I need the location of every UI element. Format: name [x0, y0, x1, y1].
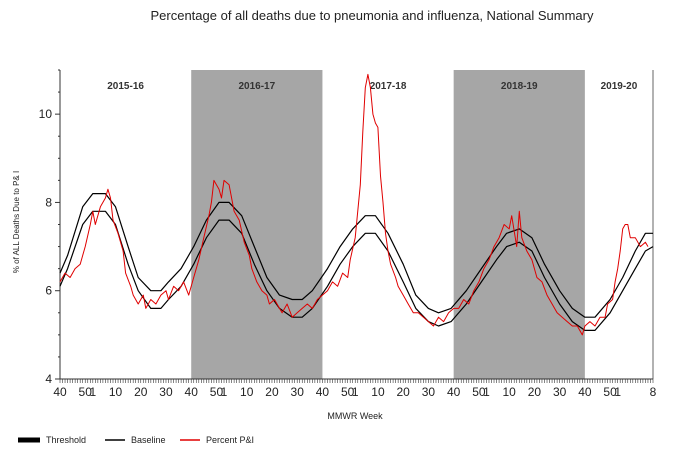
x-tick-label: 40 — [53, 385, 67, 399]
x-tick-label: 8 — [650, 385, 657, 399]
x-tick-label: 30 — [291, 385, 305, 399]
x-axis: 40 501 10 20 30 40 501 10 20 30 40 501 10 20 30 40 501 10… — [53, 378, 657, 399]
x-tick-label: 50 — [79, 385, 93, 399]
x-tick-label: 1 — [483, 385, 490, 399]
season-band-2018-19 — [453, 70, 585, 379]
chart-title: Percentage of all deaths due to pneumoni… — [150, 8, 594, 23]
x-tick-label: 20 — [397, 385, 411, 399]
x-tick-label: 10 — [502, 385, 516, 399]
x-tick-label: 10 — [371, 385, 385, 399]
x-tick-label: 40 — [578, 385, 592, 399]
season-label-2018-19: 2018-19 — [501, 81, 538, 92]
y-tick-label: 10 — [39, 107, 53, 121]
season-bands — [191, 70, 654, 379]
x-tick-label: 30 — [553, 385, 567, 399]
x-tick-label: 30 — [159, 385, 173, 399]
series-line-threshold — [59, 193, 653, 318]
x-tick-label: 1 — [614, 385, 621, 399]
season-label-2015-16: 2015-16 — [107, 81, 144, 92]
x-tick-label: 50 — [210, 385, 224, 399]
x-tick-label: 50 — [341, 385, 355, 399]
x-tick-label: 20 — [134, 385, 148, 399]
legend-label: Threshold — [46, 435, 86, 445]
x-axis-label: MMWR Week — [327, 411, 383, 421]
season-label-2019-20: 2019-20 — [601, 81, 638, 92]
y-tick-label: 6 — [45, 284, 52, 298]
x-tick-label: 1 — [221, 385, 228, 399]
x-tick-label: 20 — [528, 385, 542, 399]
season-labels: 2015-16 2016-17 2017-18 2018-19 2019-20 — [107, 81, 637, 92]
x-tick-label: 20 — [265, 385, 279, 399]
x-tick-label: 30 — [422, 385, 436, 399]
x-tick-label: 50 — [603, 385, 617, 399]
season-label-2016-17: 2016-17 — [238, 81, 275, 92]
x-tick-label: 40 — [447, 385, 461, 399]
season-band-2016-17 — [191, 70, 323, 379]
x-tick-label: 1 — [352, 385, 359, 399]
x-tick-label: 10 — [109, 385, 123, 399]
y-axis-label: % of ALL Deaths Due to P& I — [12, 171, 21, 273]
legend: Threshold Baseline Percent P&I — [18, 435, 254, 445]
legend-label: Percent P&I — [206, 435, 254, 445]
series-line-baseline — [59, 210, 654, 331]
series-line-percent-p-i — [59, 73, 649, 336]
x-tick-label: 10 — [240, 385, 254, 399]
y-tick-label: 8 — [45, 195, 52, 209]
x-tick-label: 1 — [89, 385, 96, 399]
x-tick-label: 40 — [316, 385, 330, 399]
x-tick-label: 40 — [185, 385, 199, 399]
x-tick-label: 50 — [472, 385, 486, 399]
legend-label: Baseline — [131, 435, 166, 445]
season-label-2017-18: 2017-18 — [370, 81, 407, 92]
y-axis: 4 6 8 10 — [39, 69, 61, 386]
series-lines — [59, 73, 654, 336]
y-tick-label: 4 — [45, 372, 52, 386]
